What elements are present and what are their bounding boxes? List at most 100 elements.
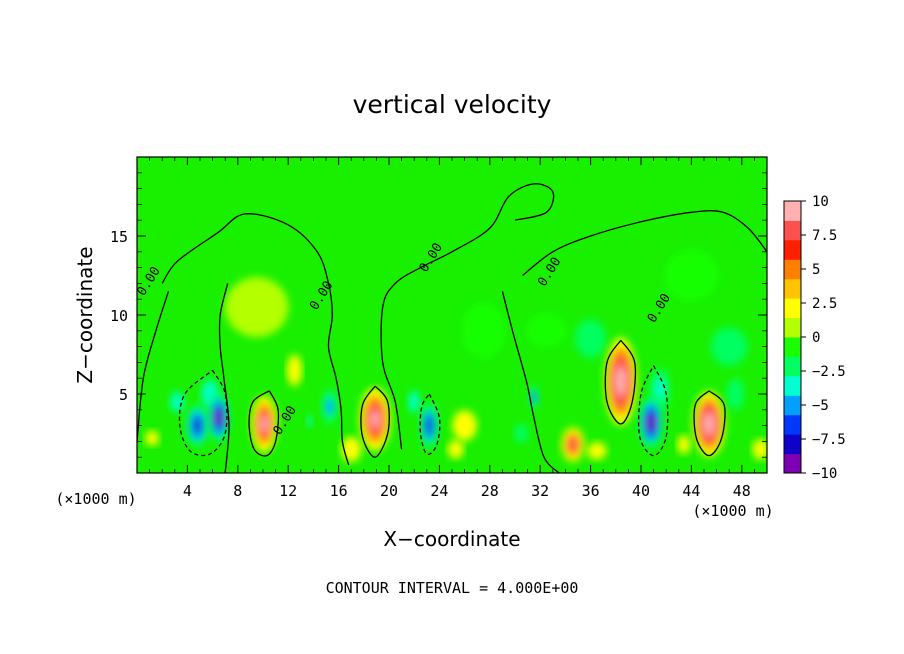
velocity-cell [306, 414, 313, 428]
velocity-cell [407, 389, 421, 414]
velocity-level [260, 416, 268, 432]
velocity-cell [587, 442, 607, 460]
colorbar-band [784, 375, 801, 396]
velocity-cell [145, 430, 160, 446]
contour-dashed [637, 365, 669, 457]
colorbar-band [784, 298, 801, 319]
velocity-level [526, 313, 567, 348]
velocity-level [326, 400, 333, 414]
velocity-level [145, 430, 160, 446]
velocity-cell [207, 393, 230, 443]
velocity-level [461, 303, 506, 359]
x-tick-label: 28 [481, 482, 499, 500]
x-axis-label: X−coordinate [383, 527, 520, 551]
colorbar-tick-label: −2.5 [812, 364, 846, 380]
contour-solid [522, 210, 767, 277]
x-tick-label: 20 [380, 482, 398, 500]
velocity-cell [561, 427, 585, 462]
colorbar-tick-label: 7.5 [812, 228, 837, 244]
colorbar-tick-label: −7.5 [812, 432, 846, 448]
velocity-cell [692, 391, 726, 457]
x-axis: 4 8 12 16 20 24 28 32 36 40 44 48 [149, 157, 755, 500]
velocity-level [307, 416, 312, 426]
velocity-cell [225, 277, 289, 337]
velocity-level [710, 327, 748, 366]
velocity-level [447, 439, 464, 459]
contour-solid [360, 385, 390, 458]
velocity-level [426, 418, 433, 433]
velocity-level [575, 319, 606, 358]
contour-solid [604, 339, 637, 425]
x-unit-left: (×1000 m) [55, 490, 136, 508]
colorbar-band [784, 259, 801, 280]
velocity-level [726, 378, 745, 410]
colorbar-band [784, 434, 801, 455]
colorbar-ticks: 10 7.5 5 2.5 0 −2.5 −5 −7.5 −10 [801, 194, 846, 482]
velocity-level [704, 415, 714, 433]
velocity-level [616, 370, 625, 393]
velocity-cell [752, 439, 767, 460]
velocity-cell [447, 439, 464, 459]
x-tick-label: 36 [582, 482, 600, 500]
velocity-cell [575, 319, 606, 358]
x-tick-label: 12 [279, 482, 297, 500]
velocity-level [215, 411, 222, 425]
velocity-cell [452, 410, 477, 441]
velocity-level [587, 442, 607, 460]
velocity-cell [186, 404, 209, 448]
x-unit-right: (×1000 m) [692, 502, 773, 520]
contour-solid [693, 390, 726, 457]
chart-title: vertical velocity [353, 90, 552, 119]
velocity-cell [461, 303, 506, 359]
velocity-cell [420, 402, 439, 449]
colorbar-band [784, 414, 801, 435]
colorbar-tick-label: 10 [812, 194, 829, 210]
plot-area: 0.00 0.000.00 0.000.000.00 [136, 156, 768, 474]
velocity-level [664, 250, 719, 301]
x-tick-label: 40 [632, 482, 650, 500]
velocity-cell [526, 313, 567, 348]
velocity-cell [710, 327, 748, 366]
y-tick-label: 5 [119, 386, 128, 404]
velocity-cell [604, 337, 637, 425]
colorbar-tick-label: 0 [812, 330, 820, 346]
velocity-cell [287, 354, 302, 386]
colorbar-tick-label: −10 [812, 466, 837, 482]
colorbar-tick-label: 2.5 [812, 296, 837, 312]
x-tick-label: 4 [183, 482, 192, 500]
velocity-level [452, 410, 477, 441]
colorbar-band [784, 356, 801, 377]
velocity-cell [677, 435, 691, 454]
contour-solid [137, 291, 170, 442]
velocity-level [752, 439, 767, 460]
x-tick-label: 32 [531, 482, 549, 500]
contour-dashed [178, 369, 228, 457]
colorbar-band [784, 395, 801, 416]
colorbar-bands [784, 201, 801, 474]
velocity-cell [514, 424, 529, 443]
velocity-level [409, 393, 419, 411]
colorbar-band [784, 337, 801, 357]
colorbar-band [784, 201, 801, 221]
velocity-level [514, 424, 529, 443]
velocity-cell [321, 389, 338, 425]
velocity-level [677, 435, 691, 454]
x-tick-label: 8 [233, 482, 242, 500]
y-tick-label: 15 [110, 228, 128, 246]
x-tick-label: 24 [430, 482, 448, 500]
colorbar-tick-label: 5 [812, 262, 820, 278]
colorbar-band [784, 239, 801, 260]
contour-solid [248, 390, 280, 457]
contour-lines [137, 183, 767, 473]
velocity-level [194, 419, 201, 432]
colorbar: 10 7.5 5 2.5 0 −2.5 −5 −7.5 −10 [783, 194, 846, 482]
velocity-cell [359, 387, 391, 451]
colorbar-band [784, 220, 801, 241]
x-tick-label: 48 [733, 482, 751, 500]
velocity-cells [145, 250, 767, 462]
y-tick-label: 10 [110, 307, 128, 325]
velocity-level [225, 277, 289, 337]
velocity-cell [169, 390, 185, 414]
colorbar-tick-label: −5 [812, 398, 829, 414]
contour-interval-note: CONTOUR INTERVAL = 4.000E+00 [326, 579, 579, 597]
